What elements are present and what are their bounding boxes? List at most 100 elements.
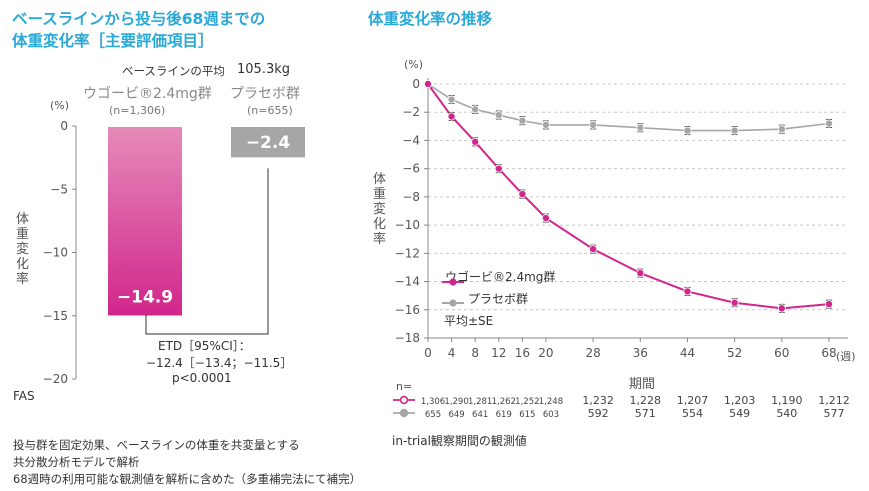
n-value: 549 [729,407,750,420]
n-value: 649 [448,410,464,420]
left-y-axis-label: 体重変化率 [16,212,30,287]
right-y-tick-label: −16 [395,303,420,317]
right-y-tick-label: −10 [395,218,420,232]
n-label: n= [396,380,413,393]
x-tick-label: 8 [471,346,479,360]
drug-point [518,190,527,199]
n-value: 540 [776,407,797,420]
drug-point [589,245,598,254]
x-tick-label: 16 [515,346,530,360]
x-tick-label: 68 [821,346,836,360]
n-value: 1,190 [771,394,803,407]
n-value: 554 [682,407,703,420]
x-tick-label: 60 [774,346,789,360]
right-y-tick-label: −14 [395,275,420,289]
legend-placebo-label: プラセボ群 [468,292,529,306]
drug-point [423,80,432,89]
placebo-group-n: (n=655) [247,104,293,117]
n-value: 1,212 [818,394,850,407]
drug-point [447,112,456,121]
x-tick-label: 20 [538,346,553,360]
placebo-bar-value-label: −2.4 [246,133,291,153]
right-y-tick-label: −2 [402,105,420,119]
drug-legend-marker [449,278,457,286]
placebo-point [825,119,834,128]
footnote-2: 共分散分析モデルで解析 [13,455,140,469]
placebo-point [494,111,503,120]
right-y-tick-label: −6 [402,162,420,176]
right-y-tick-label: −12 [395,246,420,260]
left-y-tick-label: −5 [50,182,68,196]
right-y-tick-label: −8 [402,190,420,204]
drug-point [777,304,786,313]
x-tick-label: 12 [491,346,506,360]
n-value: 1,203 [724,394,756,407]
left-y-tick-label: 0 [60,119,68,133]
legend-note: 平均±SE [444,314,494,328]
right-y-tick-label: 0 [412,77,420,91]
n-value: 619 [496,410,512,420]
n-value: 1,207 [677,394,709,407]
placebo-line [427,83,830,132]
placebo-point [541,120,550,129]
right-caption: in-trial観察期間の観測値 [392,434,527,448]
n-value: 592 [588,407,609,420]
baseline-value: 105.3kg [237,62,290,77]
placebo-point [636,123,645,132]
n-value: 1,290 [444,397,468,407]
drug-group-n: (n=1,306) [109,104,166,117]
left-title-line2: 体重変化率［主要評価項目］ [12,32,214,50]
drug-bar [108,127,182,316]
placebo-point [589,120,598,129]
drug-point [494,164,503,173]
placebo-point [447,95,456,104]
placebo-bar [231,127,305,158]
right-y-tick-label: −4 [402,133,420,147]
placebo-point [683,126,692,135]
n-value: 1,306 [421,397,445,407]
x-tick-label: 28 [585,346,600,360]
n-value: 603 [543,410,559,420]
left-y-tick-label: −15 [43,309,68,323]
drug-group-label: ウゴービ®2.4mg群 [83,86,212,102]
n-value: 1,262 [492,397,516,407]
right-pct-unit: (%) [404,58,424,71]
placebo-point [777,125,786,134]
right-title: 体重変化率の推移 [368,10,493,28]
n-value: 1,232 [582,394,614,407]
x-axis-label: 期間 [629,377,656,392]
drug-point [541,214,550,223]
x-tick-label: 44 [680,346,695,360]
etd-bracket [145,168,269,335]
legend-drug-label: ウゴービ®2.4mg群 [445,270,556,284]
drug-line [427,83,830,310]
placebo-n-marker [399,408,409,418]
etd-line1: ETD［95%CI］： [158,339,251,353]
n-value: 577 [824,407,845,420]
drug-point [730,298,739,307]
left-y-tick-label: −10 [43,246,68,260]
n-value: 615 [519,410,535,420]
placebo-point [730,126,739,135]
placebo-point [518,116,527,125]
fas-label: FAS [13,389,35,403]
footnote-1: 投与群を固定効果、ベースラインの体重を共変量とする [13,438,300,452]
n-value: 1,248 [539,397,563,407]
baseline-label: ベースラインの平均 [122,64,225,78]
left-pct-unit: (%) [50,99,70,112]
week-unit: (週) [836,350,856,363]
drug-point [825,300,834,309]
drug-point [683,287,692,296]
n-value: 655 [425,410,441,420]
drug-n-marker [399,395,409,405]
right-y-axis-label: 体重変化率 [373,172,387,247]
x-tick-label: 0 [424,346,432,360]
x-tick-label: 4 [448,346,456,360]
right-y-tick-label: −18 [395,331,420,345]
etd-line2: −12.4［−13.4；−11.5］ [146,356,293,370]
drug-bar-value-label: −14.9 [117,287,173,307]
placebo-point [471,105,480,114]
n-value: 571 [635,407,656,420]
